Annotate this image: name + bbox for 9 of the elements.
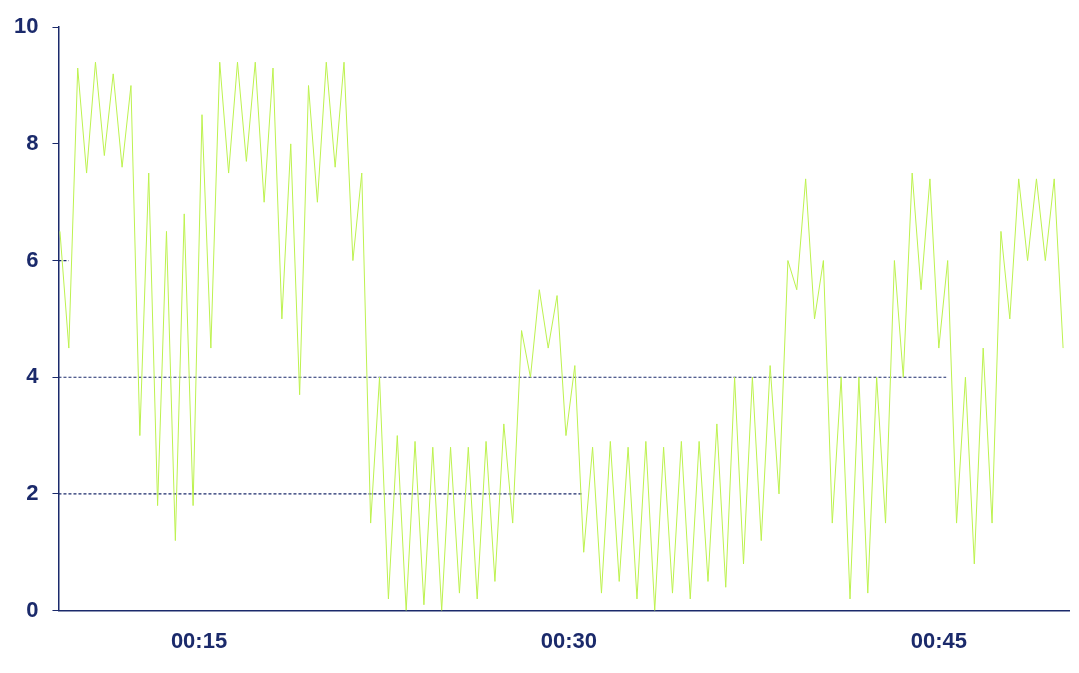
y-tick-label: 10 [13, 13, 39, 39]
y-tick-label: 0 [26, 596, 39, 622]
y-tick-label: 2 [26, 479, 39, 505]
x-tick-label: 00:15 [170, 627, 228, 653]
y-tick-label: 4 [26, 363, 40, 389]
x-tick-label: 00:45 [910, 627, 967, 653]
x-tick-label: 00:30 [540, 627, 598, 653]
y-tick-label: 8 [26, 129, 39, 155]
y-tick-label: 6 [26, 246, 39, 272]
